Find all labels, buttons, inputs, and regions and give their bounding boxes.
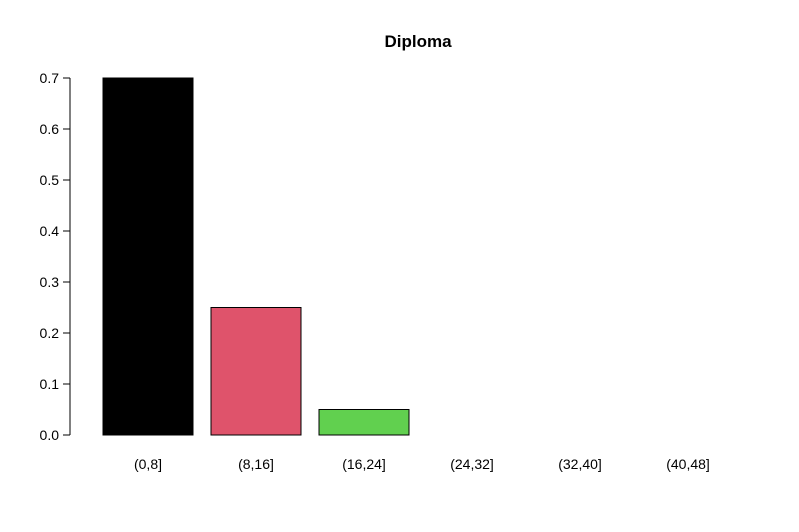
y-tick-label: 0.5 (40, 172, 60, 188)
bars (102, 77, 410, 436)
x-category-label: (32,40] (558, 456, 602, 472)
y-tick-label: 0.6 (40, 121, 60, 137)
x-category-label: (16,24] (342, 456, 386, 472)
y-tick-label: 0.0 (40, 427, 60, 443)
bar-2 (318, 409, 410, 436)
chart-title: Diploma (384, 32, 452, 51)
x-category-label: (40,48] (666, 456, 710, 472)
y-tick-label: 0.3 (40, 274, 60, 290)
y-tick-label: 0.1 (40, 376, 60, 392)
y-tick-label: 0.7 (40, 70, 60, 86)
bar-1 (210, 307, 302, 436)
y-tick-label: 0.4 (40, 223, 60, 239)
x-category-label: (8,16] (238, 456, 274, 472)
y-axis: 0.0 0.1 0.2 0.3 0.4 0.5 0.6 0.7 (40, 70, 71, 443)
x-axis-labels: (0,8] (8,16] (16,24] (24,32] (32,40] (40,48] (134, 456, 710, 472)
y-tick-label: 0.2 (40, 325, 60, 341)
bar-0 (102, 77, 194, 436)
x-category-label: (0,8] (134, 456, 162, 472)
x-category-label: (24,32] (450, 456, 494, 472)
